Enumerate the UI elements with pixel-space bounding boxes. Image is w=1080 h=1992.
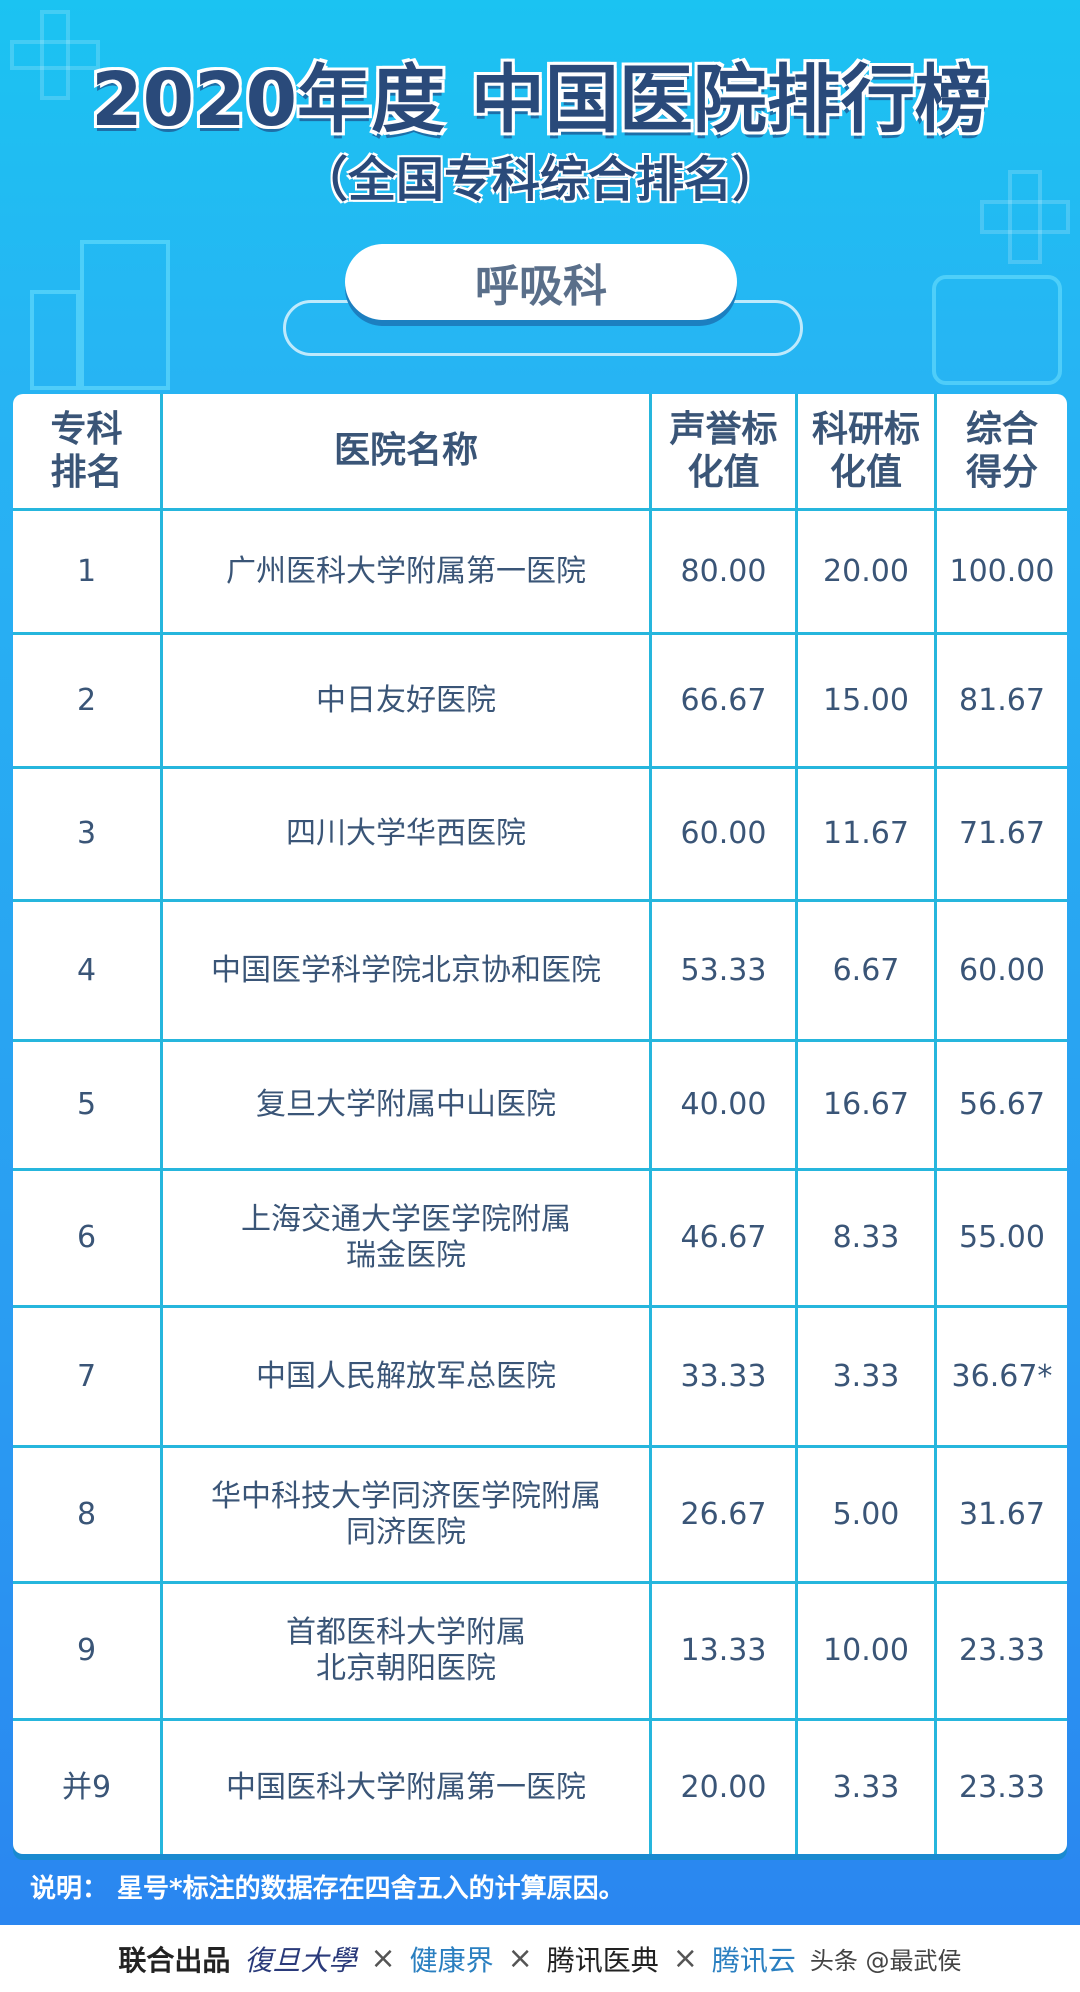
table-row: 并9 中国医科大学附属第一医院 20.00 3.33 23.33 [13,1721,1067,1854]
research-score-cell: 3.33 [798,1308,937,1445]
rank-cell: 2 [13,635,163,766]
research-score-cell: 3.33 [798,1721,937,1854]
cross-decoration [1008,170,1042,264]
cross-decoration [980,200,1070,234]
reputation-score-cell: 66.67 [652,635,798,766]
fudan-logo: 復旦大學 [244,1943,357,1977]
rank-cell: 6 [13,1171,163,1305]
total-score-cell: 31.67 [959,1496,1045,1532]
total-score-cell: 81.67 [959,682,1045,718]
total-score-cell: 71.67 [959,816,1045,851]
header-total: 综合 得分 [965,408,1038,493]
total-score-cell: 100.00 [949,553,1055,589]
page-subtitle: （全国专科综合排名） [299,152,780,208]
table-row: 7 中国人民解放军总医院 33.33 3.33 36.67* [13,1308,1067,1448]
reputation-score-cell: 26.67 [652,1448,798,1581]
research-score-cell: 20.00 [798,511,937,632]
separator: × [507,1941,533,1976]
research-score-cell: 15.00 [798,635,937,766]
research-score-cell: 11.67 [798,769,937,899]
table-row: 9 首都医科大学附属 北京朝阳医院 13.33 10.00 23.33 [13,1584,1067,1721]
total-score-cell: 55.00 [959,1220,1045,1255]
total-score-cell: 36.67* [951,1358,1053,1394]
hospital-name-cell: 上海交通大学医学院附属 瑞金医院 [163,1171,652,1305]
rank-cell: 3 [13,769,163,899]
department-label: 呼吸科 [345,244,737,320]
reputation-score-cell: 80.00 [652,511,798,632]
footer-label: 联合出品 [118,1943,231,1977]
medical-kit-icon [932,275,1062,385]
header-reputation: 声誉标 化值 [652,394,798,508]
hospital-name-cell: 中国人民解放军总医院 [163,1308,652,1445]
table-header: 专科 排名 医院名称 声誉标 化值 科研标 化值 综合 得分 [13,394,1067,511]
reputation-score-cell: 33.33 [652,1308,798,1445]
hospital-name-cell: 首都医科大学附属 北京朝阳医院 [163,1584,652,1718]
reputation-score-cell: 53.33 [652,902,798,1039]
hospital-name-cell: 广州医科大学附属第一医院 [163,511,652,632]
rank-cell: 1 [13,511,163,632]
rank-cell: 4 [13,902,163,1039]
table-row: 6 上海交通大学医学院附属 瑞金医院 46.67 8.33 55.00 [13,1171,1067,1308]
hospital-name-cell: 中国医学科学院北京协和医院 [163,902,652,1039]
research-score-cell: 8.33 [798,1171,937,1305]
hospital-name-cell: 华中科技大学同济医学院附属 同济医院 [163,1448,652,1581]
research-score-cell: 16.67 [798,1042,937,1168]
hospital-name-cell: 中国医科大学附属第一医院 [163,1721,652,1854]
footnote: 说明： 星号*标注的数据存在四舍五入的计算原因。 [30,1874,625,1904]
separator: × [370,1941,396,1976]
tencent-yidian-logo: 腾讯医典 [546,1943,659,1977]
rank-cell: 8 [13,1448,163,1581]
table-row: 1 广州医科大学附属第一医院 80.00 20.00 100.00 [13,511,1067,635]
tencent-cloud-logo: 腾讯云 [711,1943,796,1977]
table-row: 2 中日友好医院 66.67 15.00 81.67 [13,635,1067,769]
header-rank: 专科 排名 [13,394,163,508]
hospital-building-icon [80,240,170,390]
reputation-score-cell: 40.00 [652,1042,798,1168]
hospital-name-cell: 四川大学华西医院 [163,769,652,899]
total-score-cell: 56.67 [959,1087,1045,1122]
table-row: 5 复旦大学附属中山医院 40.00 16.67 56.67 [13,1042,1067,1171]
hospital-name-cell: 复旦大学附属中山医院 [163,1042,652,1168]
footer: 联合出品 復旦大學 × 健康界 × 腾讯医典 × 腾讯云 头条 @最武侯 [0,1925,1080,1992]
total-score-cell: 60.00 [959,952,1045,988]
cn-healthcare-logo: 健康界 [409,1943,494,1977]
research-score-cell: 5.00 [798,1448,937,1581]
rank-cell: 5 [13,1042,163,1168]
reputation-score-cell: 20.00 [652,1721,798,1854]
hospital-building-icon [30,290,80,390]
total-score-cell: 23.33 [959,1633,1045,1668]
rank-cell: 并9 [13,1721,163,1854]
rank-cell: 7 [13,1308,163,1445]
cross-decoration [10,40,100,70]
cross-decoration [40,10,70,100]
header-research: 科研标 化值 [798,394,937,508]
watermark: 头条 @最武侯 [809,1947,962,1975]
reputation-score-cell: 60.00 [652,769,798,899]
hospital-name-cell: 中日友好医院 [163,635,652,766]
research-score-cell: 10.00 [798,1584,937,1718]
reputation-score-cell: 13.33 [652,1584,798,1718]
table-row: 3 四川大学华西医院 60.00 11.67 71.67 [13,769,1067,902]
reputation-score-cell: 46.67 [652,1171,798,1305]
ranking-table: 专科 排名 医院名称 声誉标 化值 科研标 化值 综合 得分 1 广州医科大学附属… [13,394,1067,1854]
table-row: 8 华中科技大学同济医学院附属 同济医院 26.67 5.00 31.67 [13,1448,1067,1584]
total-score-cell: 23.33 [959,1769,1045,1805]
research-score-cell: 6.67 [798,902,937,1039]
rank-cell: 9 [13,1584,163,1718]
table-row: 4 中国医学科学院北京协和医院 53.33 6.67 60.00 [13,902,1067,1042]
header-hospital: 医院名称 [163,394,652,508]
page-title: 2020年度 中国医院排行榜 [91,57,989,143]
separator: × [672,1941,698,1976]
